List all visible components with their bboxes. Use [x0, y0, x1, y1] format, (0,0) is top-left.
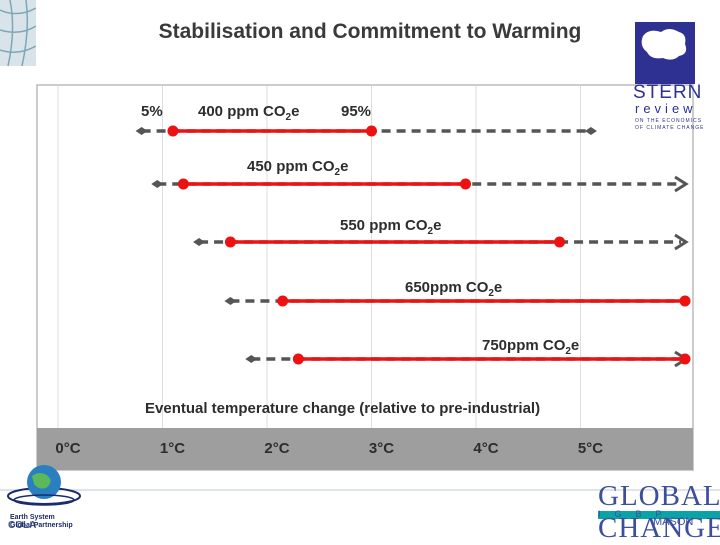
- scenario-label: 550 ppm CO2e: [340, 217, 442, 237]
- likely-high-point: [366, 125, 377, 137]
- mason-word: MASON: [653, 516, 694, 528]
- global-word: GLOBAL: [598, 480, 720, 512]
- likely-high-point: [460, 178, 472, 190]
- stern-subtitle-1: ON THE ECONOMICS: [635, 118, 703, 124]
- range-arrow-head: [674, 233, 689, 251]
- x-tick-label: 2°C: [264, 440, 290, 457]
- stern-subtitle-2: OF CLIMATE CHANGE: [635, 125, 705, 131]
- x-tick-label: 5°C: [577, 440, 604, 457]
- x-tick-label: 1°C: [159, 440, 186, 457]
- igbp-letters: IGBP: [598, 509, 676, 519]
- cola-line-2: Global Partnership: [10, 522, 73, 529]
- x-axis-title: Eventual temperature change (relative to…: [145, 400, 541, 417]
- x-tick-label: 0°C: [55, 440, 81, 457]
- likely-low-point: [167, 125, 179, 137]
- global-change-logo: GLOBAL IGBP CHANGE MASON: [598, 480, 720, 544]
- likely-low-point: [292, 353, 304, 365]
- scenario-label: 450 ppm CO2e: [247, 158, 349, 178]
- igbp-band: [598, 511, 720, 519]
- stern-globe-icon: [635, 22, 695, 84]
- likely-high-point: [679, 353, 691, 365]
- stern-review-word: review: [635, 101, 697, 116]
- range-start-marker: [245, 355, 258, 363]
- earth-globe-icon: [7, 465, 81, 506]
- range-start-marker: [224, 297, 237, 305]
- likely-high-point: [679, 295, 691, 307]
- stern-wordmark: STERN: [633, 82, 703, 103]
- corner-globe-decoration: [0, 0, 36, 66]
- range-start-marker: [135, 127, 148, 135]
- likely-low-point: [277, 295, 289, 307]
- range-arrow-head: [674, 175, 689, 193]
- cola-name: COLA: [8, 520, 37, 531]
- cola-logo: Earth System Global Partnership COLA: [4, 462, 114, 536]
- x-tick-label: 3°C: [368, 440, 395, 457]
- range-start-marker: [151, 180, 164, 188]
- scenario-label: 750ppm CO2e: [482, 337, 580, 357]
- slide-title: Stabilisation and Commitment to Warming: [158, 20, 582, 43]
- likely-low-point: [224, 236, 236, 248]
- likely-high-point: [554, 236, 566, 248]
- scenario-label: 400 ppm CO2e: [198, 103, 300, 123]
- cola-line-1: Earth System: [10, 514, 55, 521]
- scenario-label: 650ppm CO2e: [405, 279, 503, 299]
- percentile-high-label: 95%: [341, 103, 372, 120]
- likely-low-point: [177, 178, 189, 190]
- stern-review-logo: STERN review ON THE ECONOMICS OF CLIMATE…: [633, 22, 705, 131]
- x-tick-label: 4°C: [473, 440, 499, 457]
- axis-band: [37, 428, 693, 470]
- percentile-low-label: 5%: [141, 103, 163, 120]
- range-end-marker: [584, 127, 597, 135]
- change-word: CHANGE: [598, 512, 720, 544]
- range-start-marker: [193, 238, 206, 246]
